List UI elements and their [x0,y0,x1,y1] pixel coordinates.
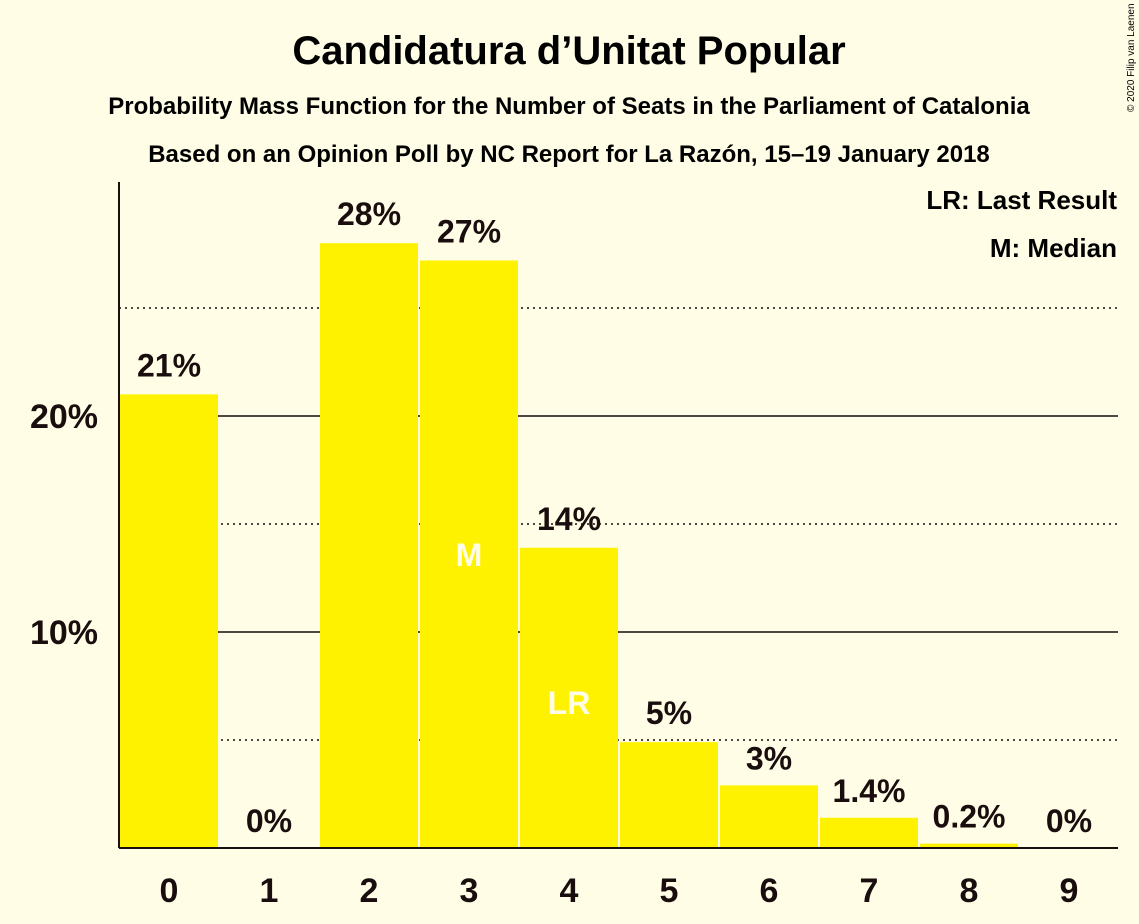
chart-title: Candidatura d’Unitat Popular [292,29,845,73]
bars [120,243,1018,849]
bar-marker-m: M [456,537,483,573]
copyright-notice: © 2020 Filip van Laenen [1126,3,1137,112]
x-tick-label: 4 [560,872,579,910]
x-tick-label: 9 [1060,872,1079,910]
labels: 10% 20% 21% 0 0% 1 28% 2 27% 3 14% 4 5% 5 3% 6 1.4% 7 0.2%… [30,196,1092,910]
data-label: 27% [437,213,501,249]
chart-subtitle-source: Based on an Opinion Poll by NC Report fo… [148,141,990,168]
bar-5 [620,742,718,848]
x-tick-label: 0 [160,872,179,910]
bar-4 [520,547,618,848]
data-label: 5% [646,695,692,731]
chart-subtitle: Probability Mass Function for the Number… [108,93,1030,120]
x-tick-label: 8 [960,872,979,910]
x-tick-label: 3 [460,872,479,910]
legend-median: M: Median [990,233,1117,263]
data-label: 28% [337,196,401,232]
bar-7 [820,817,918,848]
y-tick-label: 20% [30,398,98,436]
bar-2 [320,243,418,848]
data-label: 14% [537,501,601,537]
data-label: 3% [746,740,792,776]
x-tick-label: 1 [260,872,279,910]
axes [118,182,1118,849]
data-label: 1.4% [833,773,906,809]
bar-8 [920,843,1018,848]
data-label: 0.2% [933,799,1006,835]
bar-marker-lr: LR [548,685,591,721]
legend-last-result: LR: Last Result [926,185,1117,215]
x-tick-label: 6 [760,872,779,910]
gridlines [119,307,1118,741]
bar-0 [120,394,218,848]
x-tick-label: 5 [660,872,679,910]
y-tick-label: 10% [30,614,98,652]
x-tick-label: 2 [360,872,379,910]
bar-3 [420,260,518,849]
data-label: 21% [137,347,201,383]
data-label: 0% [246,803,292,839]
bar-6 [720,785,818,848]
data-label: 0% [1046,803,1092,839]
x-tick-label: 7 [860,872,879,910]
